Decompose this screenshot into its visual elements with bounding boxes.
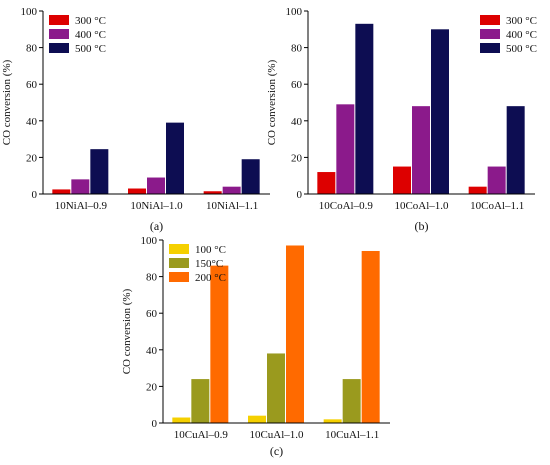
legend-label: 400 °C — [75, 29, 106, 41]
y-tick-label: 80 — [146, 272, 158, 284]
legend-label: 200 °C — [195, 272, 226, 284]
bar-3-2 — [166, 122, 184, 194]
axes — [42, 11, 270, 195]
y-tick-label: 40 — [291, 116, 303, 128]
bar-2-1 — [336, 104, 355, 194]
y-tick-label: 60 — [26, 79, 38, 91]
bar-1-2 — [393, 166, 411, 194]
x-tick-label: 10NiAl–1.0 — [130, 200, 183, 212]
legend-label: 500 °C — [506, 43, 537, 55]
axes — [162, 240, 390, 424]
legend-label: 300 °C — [506, 15, 537, 27]
bar-3-3 — [241, 159, 260, 194]
bar-1-1 — [172, 417, 191, 423]
bar-1-2 — [128, 188, 146, 194]
x-tick-label: 10CuAl–1.1 — [325, 429, 379, 441]
y-tick-label: 100 — [21, 6, 38, 18]
x-tick-label: 10NiAl–1.1 — [206, 200, 258, 212]
bar-3-2 — [286, 245, 304, 423]
legend-swatch — [480, 29, 500, 39]
y-tick-label: 80 — [26, 43, 38, 55]
chart-panel-2: 0 20 40 60 80 100 CO conversion (%) 10CoAl–0.9 1… — [266, 6, 537, 233]
y-tick-label: 60 — [146, 308, 158, 320]
y-axis-label: CO conversion (%) — [1, 59, 13, 145]
y-tick-label: 20 — [291, 152, 303, 164]
bar-2-1 — [71, 179, 90, 194]
x-tick-label: 10CuAl–0.9 — [174, 429, 229, 441]
legend-swatch — [49, 15, 69, 25]
legend-label: 500 °C — [75, 43, 106, 55]
y-tick-label: 20 — [146, 381, 158, 393]
x-tick-label: 10CoAl–0.9 — [319, 200, 374, 212]
panel-label: (b) — [415, 219, 429, 233]
y-tick-label: 0 — [297, 189, 303, 201]
y-tick-label: 40 — [26, 116, 38, 128]
bar-2-3 — [222, 186, 241, 194]
bar-3-3 — [506, 106, 525, 194]
bar-2-2 — [412, 106, 430, 194]
axes — [307, 11, 535, 195]
legend-swatch — [169, 258, 189, 268]
y-tick-label: 20 — [26, 152, 38, 164]
y-tick-label: 80 — [291, 43, 303, 55]
bar-2-3 — [487, 166, 506, 194]
panel-label: (c) — [270, 444, 283, 458]
bar-3-1 — [355, 23, 374, 195]
x-tick-label: 10CuAl–1.0 — [249, 429, 304, 441]
y-tick-label: 100 — [141, 235, 158, 247]
legend-swatch — [480, 43, 500, 53]
y-tick-label: 40 — [146, 345, 158, 357]
bar-3-3 — [361, 250, 380, 423]
bar-2-2 — [267, 353, 285, 423]
legend-swatch — [169, 272, 189, 282]
x-tick-label: 10CoAl–1.1 — [470, 200, 524, 212]
legend-label: 400 °C — [506, 29, 537, 41]
y-tick-label: 0 — [152, 418, 158, 430]
legend-swatch — [169, 244, 189, 254]
bar-1-1 — [52, 189, 71, 194]
y-tick-label: 100 — [286, 6, 303, 18]
panel-label: (a) — [150, 219, 163, 233]
legend-swatch — [49, 29, 69, 39]
bar-1-2 — [248, 415, 266, 423]
bar-1-3 — [323, 419, 342, 423]
y-tick-label: 60 — [291, 79, 303, 91]
bar-3-2 — [431, 29, 449, 194]
legend-swatch — [480, 15, 500, 25]
bar-1-3 — [468, 186, 487, 194]
bar-2-3 — [342, 379, 361, 423]
bar-2-1 — [191, 379, 210, 423]
chart-panel-1: 0 20 40 60 80 100 CO conversion (%) 10NiAl–0.9 1… — [1, 6, 270, 233]
y-tick-label: 0 — [32, 189, 38, 201]
x-tick-label: 10CoAl–1.0 — [394, 200, 449, 212]
legend-label: 300 °C — [75, 15, 106, 27]
y-axis-label: CO conversion (%) — [121, 288, 133, 374]
legend-label: 150°C — [195, 258, 223, 270]
bar-3-1 — [90, 149, 109, 194]
bar-3-1 — [210, 265, 229, 423]
chart-panel-3: 0 20 40 60 80 100 CO conversion (%) 10CuAl–0.9 1… — [121, 235, 390, 458]
bar-2-2 — [147, 177, 165, 194]
x-tick-label: 10NiAl–0.9 — [55, 200, 108, 212]
bar-1-3 — [203, 191, 222, 194]
legend-swatch — [49, 43, 69, 53]
legend-label: 100 °C — [195, 244, 226, 256]
bar-1-1 — [317, 172, 336, 194]
y-axis-label: CO conversion (%) — [266, 59, 278, 145]
